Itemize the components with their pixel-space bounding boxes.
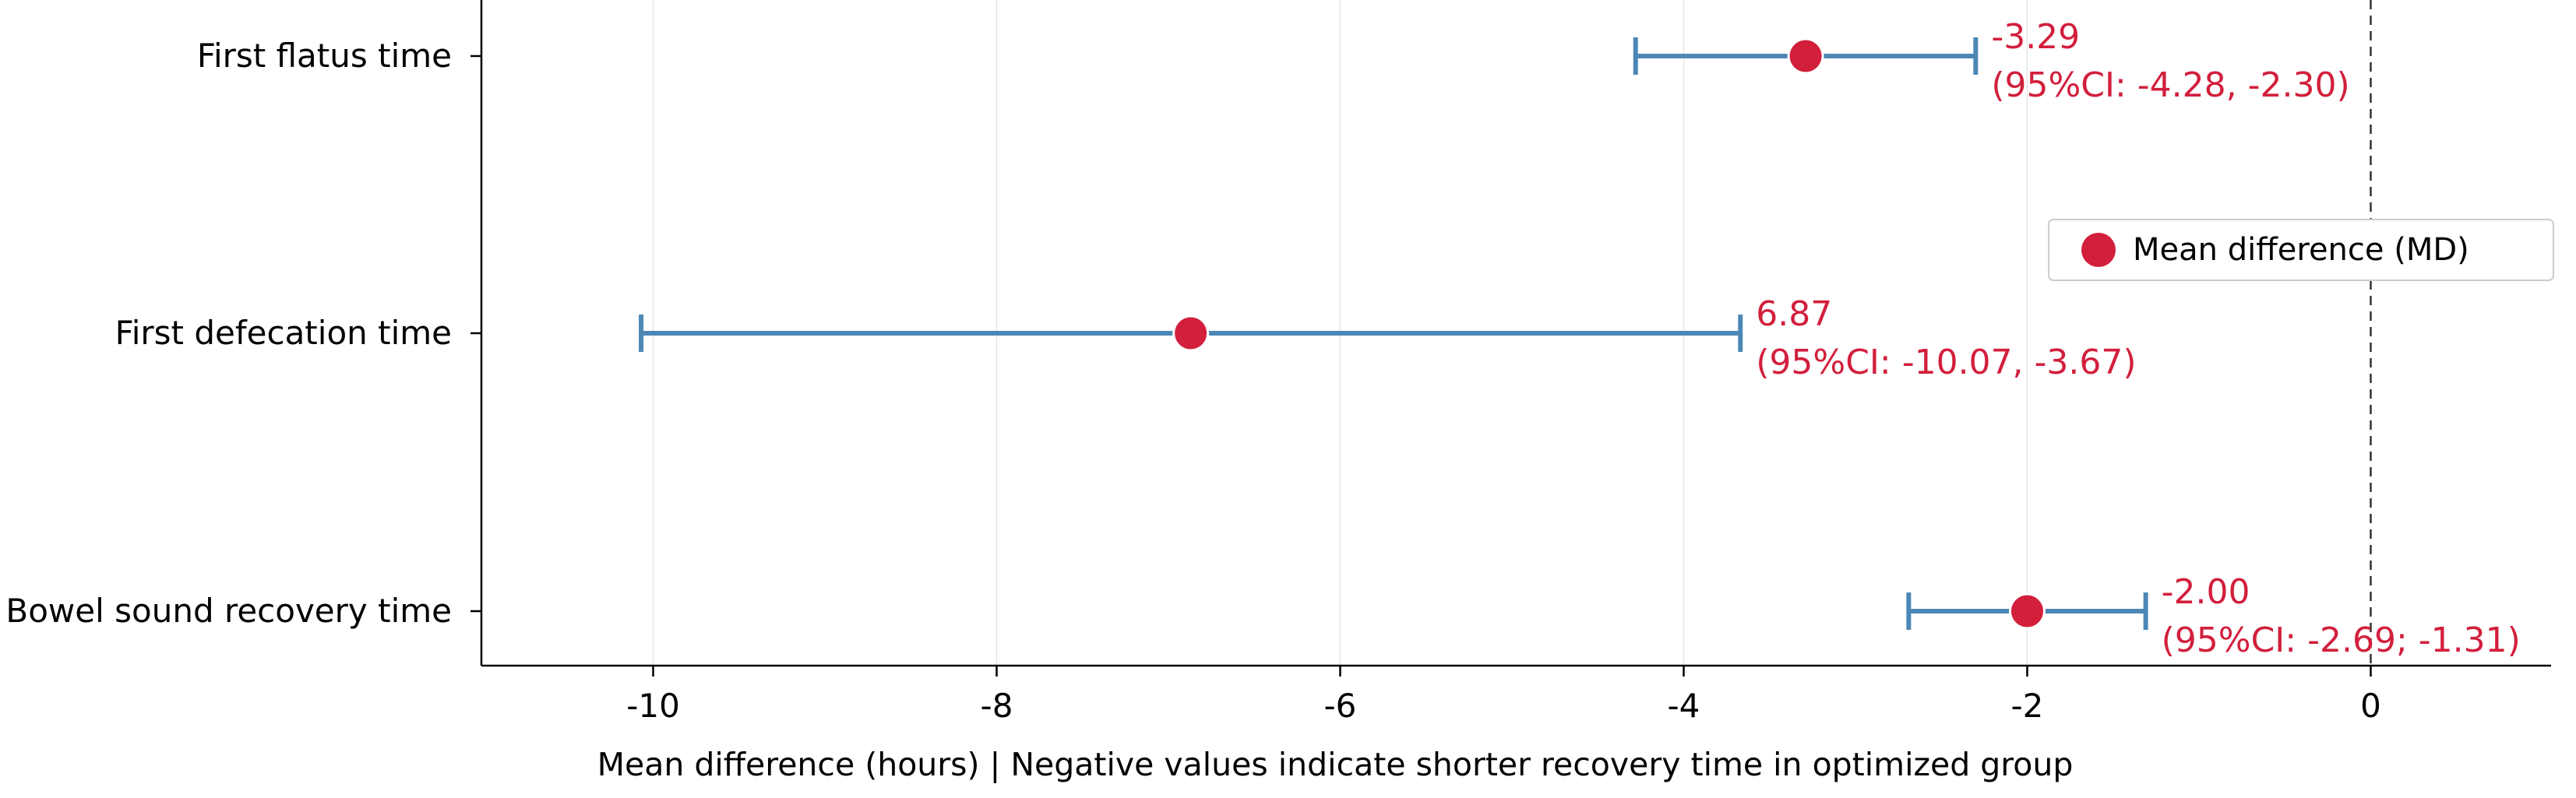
value-label: -2.00 — [2162, 572, 2250, 612]
mean-point — [1172, 315, 1210, 352]
axis-layer: -10 -8 -6 -4 -2 0 First flatus time First defec… — [5, 0, 2551, 725]
x-tick-label: 0 — [2360, 687, 2381, 725]
y-category-label: First flatus time — [197, 37, 452, 75]
x-tick-label: -4 — [1668, 687, 1700, 725]
legend: Mean difference (MD) — [2048, 219, 2554, 281]
marks-layer: -3.29 (95%CI: -4.28, -2.30) 6.87 (95%CI: -1… — [639, 17, 2521, 660]
legend-label: Mean difference (MD) — [2133, 232, 2469, 268]
x-axis-title: Mean difference (hours) | Negative value… — [597, 746, 2074, 783]
mean-point — [1787, 37, 1824, 75]
ci-label: (95%CI: -2.69; -1.31) — [2162, 620, 2521, 660]
x-tick-label: -6 — [1324, 687, 1357, 725]
legend-box — [2048, 219, 2554, 281]
value-label: -3.29 — [1991, 17, 2080, 57]
x-tick-label: -10 — [626, 687, 680, 725]
ci-label: (95%CI: -4.28, -2.30) — [1991, 65, 2349, 105]
value-label: 6.87 — [1756, 294, 1832, 334]
mean-point — [2008, 592, 2046, 630]
ci-label: (95%CI: -10.07, -3.67) — [1756, 343, 2136, 382]
y-category-label: First defecation time — [115, 314, 452, 352]
legend-marker — [2081, 233, 2116, 267]
x-tick-label: -8 — [981, 687, 1013, 725]
y-category-label: Bowel sound recovery time — [5, 592, 452, 630]
x-tick-label: -2 — [2011, 687, 2044, 725]
